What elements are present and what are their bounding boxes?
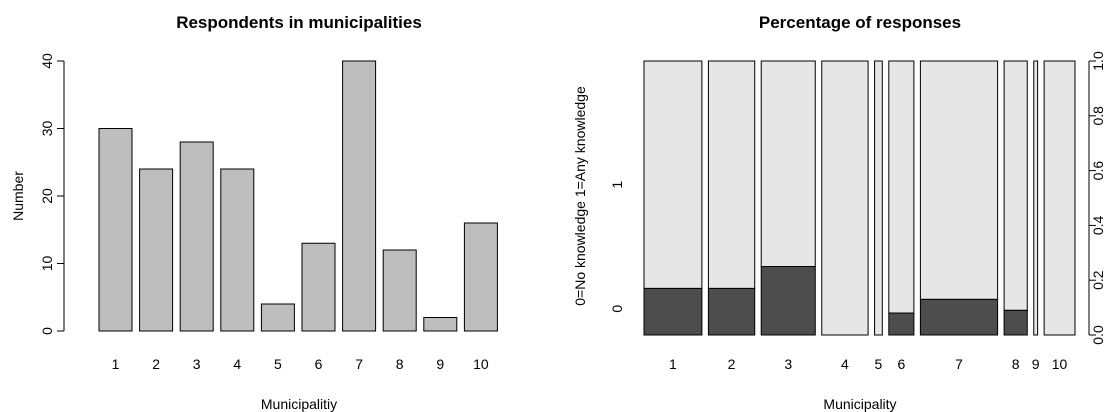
spine-no-knowledge-8 <box>1003 309 1028 336</box>
right-left-tick-label: 1 <box>609 181 625 189</box>
spine-any-knowledge-2 <box>707 60 756 289</box>
bar-municipality-4 <box>220 168 255 332</box>
left-y-tick-label: 10 <box>39 256 55 272</box>
left-x-tick-label: 1 <box>112 356 120 372</box>
right-x-tick-label: 3 <box>784 356 792 372</box>
bar-municipality-9 <box>423 317 458 332</box>
left-x-tick-label: 3 <box>193 356 201 372</box>
right-proportion-tick-label: 0.8 <box>1090 106 1106 126</box>
right-x-tick-label: 7 <box>955 356 963 372</box>
left-y-tick-label: 30 <box>39 121 55 137</box>
right-x-tick-label: 5 <box>875 356 883 372</box>
spine-no-knowledge-6 <box>888 312 915 336</box>
spine-any-knowledge-5 <box>874 60 883 336</box>
spine-any-knowledge-7 <box>919 60 999 300</box>
bar-municipality-1 <box>98 128 133 332</box>
right-proportion-tick-label: 0.0 <box>1090 325 1106 345</box>
right-y-axis-label: 0=No knowledge 1=Any knowledge <box>572 86 588 306</box>
left-y-tick-label: 0 <box>39 327 55 335</box>
spine-no-knowledge-3 <box>760 266 816 336</box>
spineplot-responses: Percentage of responses Municipality 0=N… <box>572 13 1106 412</box>
spine-any-knowledge-9 <box>1033 60 1039 336</box>
right-x-tick-label: 8 <box>1012 356 1020 372</box>
left-x-tick-label: 9 <box>436 356 444 372</box>
left-y-tick-label: 20 <box>39 188 55 204</box>
spine-no-knowledge-2 <box>707 287 756 336</box>
right-x-tick-label: 6 <box>897 356 905 372</box>
spine-any-knowledge-4 <box>821 60 869 336</box>
bar-municipality-6 <box>301 242 336 332</box>
left-x-axis-label: Municipalitiy <box>261 396 337 412</box>
bar-municipality-3 <box>179 141 214 332</box>
left-x-tick-label: 7 <box>355 356 363 372</box>
spine-any-knowledge-6 <box>888 60 915 314</box>
right-chart-title: Percentage of responses <box>759 13 961 32</box>
right-proportion-tick-label: 0.4 <box>1090 215 1106 235</box>
right-left-tick-label: 0 <box>609 305 625 313</box>
spine-any-knowledge-10 <box>1043 60 1076 336</box>
left-x-tick-label: 2 <box>152 356 160 372</box>
spine-any-knowledge-3 <box>760 60 816 267</box>
bar-municipality-5 <box>260 303 295 332</box>
right-x-tick-label: 9 <box>1032 356 1040 372</box>
left-chart-title: Respondents in municipalities <box>176 13 422 32</box>
bar-municipality-8 <box>382 249 417 332</box>
right-proportion-tick-label: 0.6 <box>1090 161 1106 181</box>
left-y-axis-label: Number <box>10 171 26 221</box>
right-x-tick-label: 4 <box>841 356 849 372</box>
left-y-tick-label: 40 <box>39 53 55 69</box>
right-x-axis-label: Municipality <box>823 396 896 412</box>
bar-chart-respondents: Respondents in municipalities Municipali… <box>10 13 498 412</box>
spine-any-knowledge-8 <box>1003 60 1028 311</box>
bar-municipality-7 <box>342 60 377 332</box>
right-proportion-tick-label: 1.0 <box>1090 51 1106 71</box>
bar-municipality-2 <box>139 168 174 332</box>
spine-no-knowledge-7 <box>919 298 999 336</box>
right-x-tick-label: 2 <box>728 356 736 372</box>
bar-municipality-10 <box>463 222 498 332</box>
right-x-tick-label: 1 <box>669 356 677 372</box>
right-x-tick-label: 10 <box>1052 356 1068 372</box>
left-x-tick-label: 5 <box>274 356 282 372</box>
left-x-tick-label: 10 <box>473 356 489 372</box>
spine-any-knowledge-1 <box>643 60 703 289</box>
left-x-tick-label: 8 <box>396 356 404 372</box>
spine-no-knowledge-1 <box>643 287 703 336</box>
left-x-tick-label: 4 <box>233 356 241 372</box>
left-x-tick-label: 6 <box>315 356 323 372</box>
right-proportion-tick-label: 0.2 <box>1090 270 1106 290</box>
